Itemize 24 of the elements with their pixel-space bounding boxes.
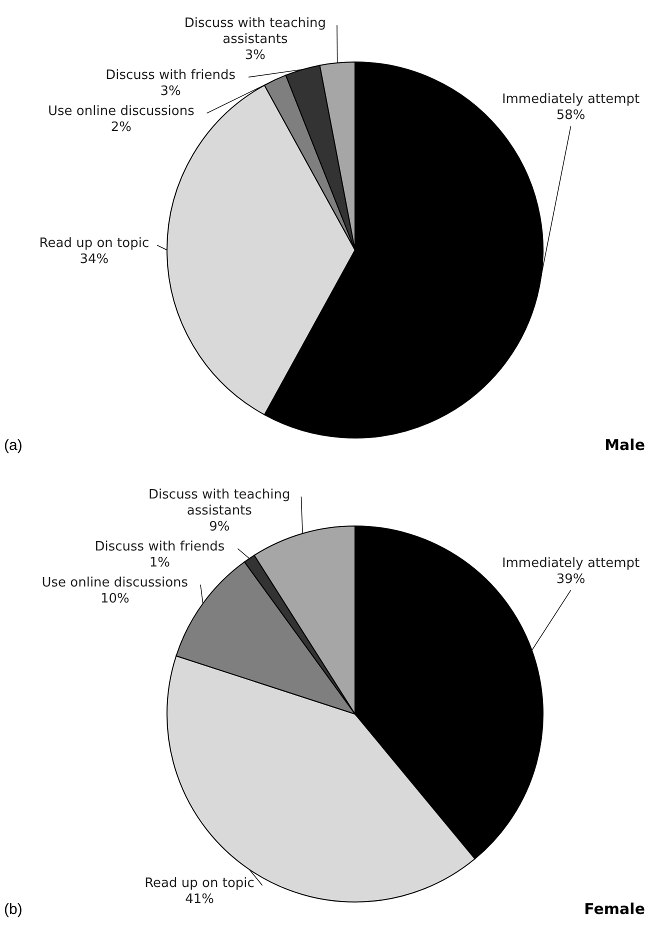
slice-label: Immediately attempt: [502, 92, 640, 108]
data-label: 3%: [244, 48, 266, 63]
slice-label: Discuss with teaching assistants: [148, 487, 290, 518]
data-label: 2%: [110, 120, 132, 135]
data-label: 1%: [149, 555, 170, 570]
slice-label: Discuss with teaching assistants: [184, 16, 326, 47]
text: (b): [4, 901, 22, 918]
slice-label: Read up on topic: [39, 236, 150, 251]
data-label: 9%: [209, 519, 230, 534]
data-label: 34%: [80, 252, 109, 267]
data-label: 41%: [185, 892, 214, 908]
slice-label: Immediately attempt: [502, 556, 640, 572]
slice-label: Discuss with friends: [94, 539, 225, 554]
slice-label: Use online discussions: [48, 104, 195, 119]
text: Female: [584, 900, 645, 918]
data-label: 39%: [556, 572, 586, 588]
slice-label: Use online discussions: [42, 575, 188, 590]
data-label: 3%: [160, 84, 181, 99]
slice-label: Read up on topic: [144, 876, 254, 892]
slice-label: Discuss with friends: [106, 68, 236, 83]
data-label: 10%: [100, 591, 130, 606]
text: Male: [604, 436, 645, 454]
text: (a): [4, 437, 22, 454]
data-label: 58%: [556, 108, 586, 124]
